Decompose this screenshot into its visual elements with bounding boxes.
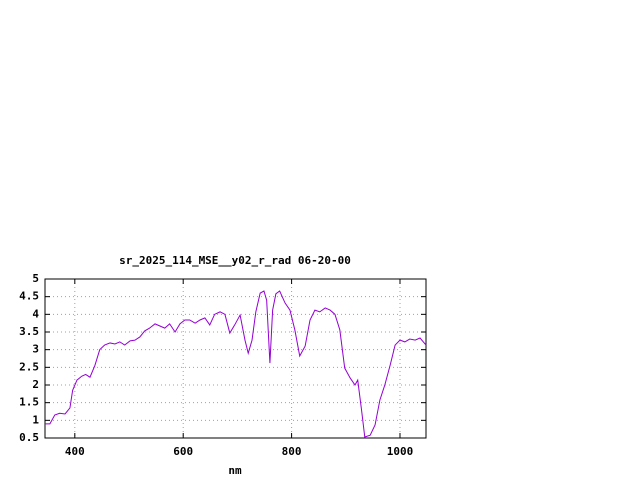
y-tick-label: 3.5 xyxy=(19,325,39,338)
x-tick-label: 400 xyxy=(65,445,85,458)
y-tick-label: 5 xyxy=(32,272,39,285)
y-tick-label: 2 xyxy=(32,378,39,391)
data-line xyxy=(45,290,427,438)
x-tick-label: 600 xyxy=(173,445,193,458)
x-tick-label: 1000 xyxy=(387,445,414,458)
x-tick-label: 800 xyxy=(282,445,302,458)
x-axis-label: nm xyxy=(228,464,242,477)
chart-title: sr_2025_114_MSE__y02_r_rad 06-20-00 xyxy=(119,254,351,267)
y-tick-label: 1 xyxy=(32,413,39,426)
y-tick-label: 4 xyxy=(32,307,39,320)
y-tick-label: 1.5 xyxy=(19,396,39,409)
y-tick-label: 0.5 xyxy=(19,431,39,444)
y-tick-label: 3 xyxy=(32,343,39,356)
y-tick-label: 2.5 xyxy=(19,360,39,373)
plot-border xyxy=(44,278,427,439)
y-tick-label: 4.5 xyxy=(19,290,39,303)
